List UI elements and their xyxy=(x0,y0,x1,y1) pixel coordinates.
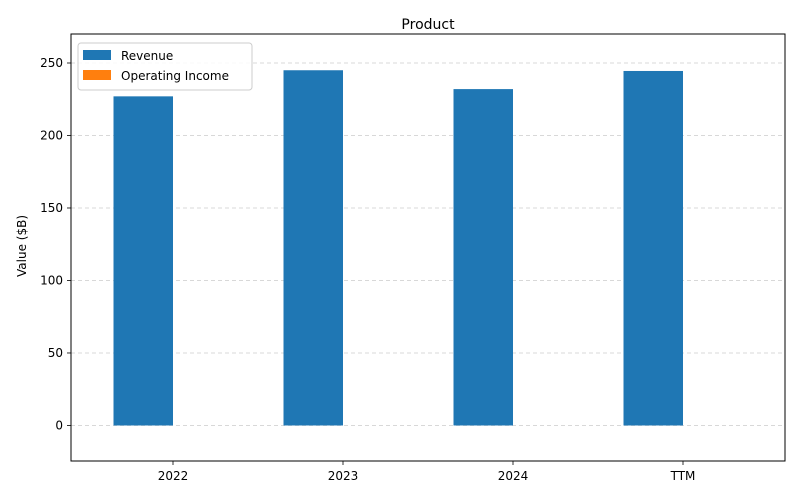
plot-frame xyxy=(70,33,786,462)
bar-revenue xyxy=(283,70,343,426)
legend: Revenue Operating Income xyxy=(77,42,253,91)
x-tick-label: 2023 xyxy=(328,469,359,483)
y-axis-label: Value ($B) xyxy=(15,215,29,277)
y-tick-label: 150 xyxy=(40,201,63,215)
chart-title: Product xyxy=(401,17,455,33)
x-tick-label: 2024 xyxy=(498,469,529,483)
bar-revenue xyxy=(623,70,683,426)
legend-label: Operating Income xyxy=(121,69,229,83)
x-tick-label: 2022 xyxy=(158,469,189,483)
y-tick-label: 100 xyxy=(40,273,63,287)
bar-revenue xyxy=(113,96,173,426)
bars xyxy=(113,70,683,426)
x-tick-label: TTM xyxy=(670,469,696,483)
legend-label: Revenue xyxy=(121,49,173,63)
y-tick-label: 200 xyxy=(40,128,63,142)
y-tick-label: 50 xyxy=(48,346,63,360)
y-tick-label: 0 xyxy=(55,418,63,432)
legend-swatch xyxy=(83,50,111,60)
y-tick-label: 250 xyxy=(40,56,63,70)
legend-swatch xyxy=(83,70,111,80)
legend-box xyxy=(77,42,253,91)
axis-ticks: 0 50 100 150 200 250 2022 2023 2024 TTM xyxy=(40,56,695,483)
bar-revenue xyxy=(453,89,513,426)
